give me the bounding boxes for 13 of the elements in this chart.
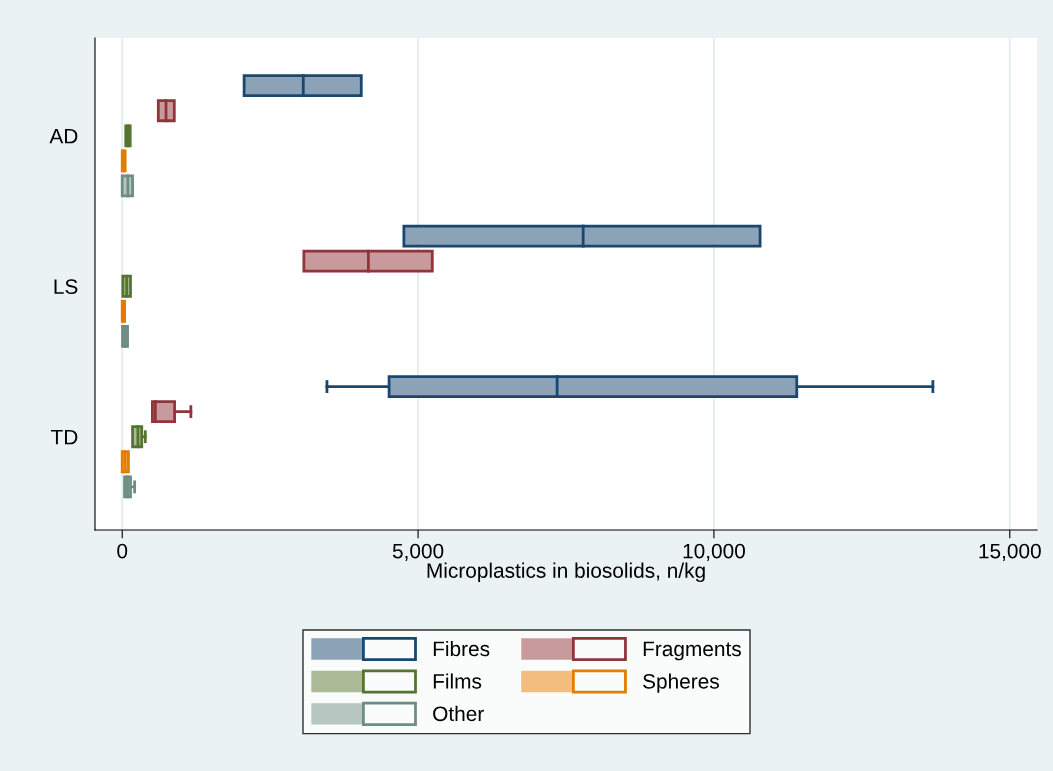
x-tick-label: 10,000 [683,543,745,561]
legend-label: Spheres [643,673,719,693]
y-tick-label: TD [51,429,78,445]
y-tick-label: LS [54,279,78,295]
y-tick-label: AD [49,129,78,144]
legend-label: Fibres [433,640,490,657]
x-tick-label: 0 [117,543,128,559]
legend-label: Films [433,673,482,689]
legend-label: Other [433,705,484,722]
legend-label: Fragments [643,641,741,661]
x-tick-label: 5,000 [392,543,444,561]
x-axis-title: Microplastics in biosolids, n/kg [427,562,705,583]
x-tick-label: 15,000 [979,543,1041,561]
